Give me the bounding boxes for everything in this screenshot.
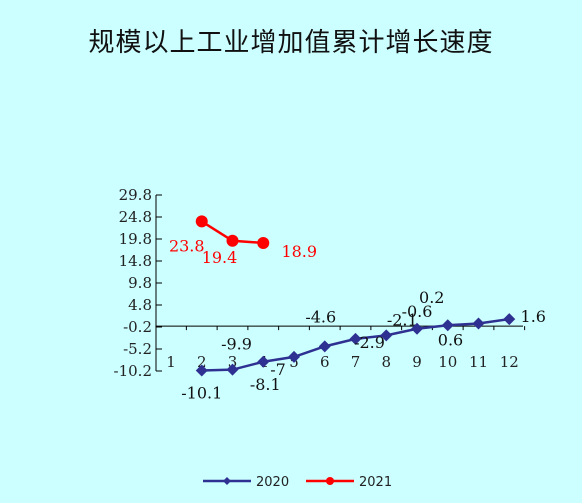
y-tick-label: -5.2: [123, 340, 152, 358]
y-tick-label: 9.8: [128, 274, 152, 292]
data-label: 0.6: [438, 330, 463, 349]
x-tick-label: 2: [197, 353, 207, 371]
data-point: [195, 215, 208, 228]
x-tick-label: 3: [228, 353, 238, 371]
legend-marker-2020: [223, 477, 231, 485]
data-label: 19.4: [202, 248, 238, 267]
data-label: -10.1: [181, 384, 222, 403]
data-point: [226, 363, 239, 376]
x-tick-label: 1: [166, 353, 176, 371]
y-tick-label: 19.8: [119, 230, 152, 248]
data-point: [288, 350, 300, 363]
data-point: [257, 355, 270, 368]
chart-title: 规模以上工业增加值累计增长速度: [88, 28, 494, 58]
data-label: 0.2: [419, 288, 444, 307]
data-label: 18.9: [281, 242, 317, 261]
data-point: [472, 317, 485, 330]
data-label: -4.6: [305, 307, 336, 326]
y-tick-label: 29.8: [119, 186, 152, 204]
legend-marker-2021: [326, 477, 334, 485]
data-point: [318, 340, 331, 353]
data-label: -2.9: [354, 333, 385, 352]
y-tick-label: 24.8: [119, 208, 152, 226]
data-point: [411, 322, 423, 335]
x-tick-label: 7: [351, 353, 361, 371]
x-tick-label: 10: [438, 353, 457, 371]
data-point: [503, 313, 516, 326]
data-point: [349, 332, 362, 345]
data-point: [195, 364, 208, 377]
x-tick-label: 9: [412, 353, 422, 371]
data-point: [380, 329, 393, 342]
data-point: [226, 234, 239, 247]
data-label: -7: [270, 360, 286, 379]
data-label: 1.6: [521, 307, 546, 326]
x-tick-label: 12: [500, 353, 519, 371]
data-point: [441, 319, 454, 332]
legend-label-2020: 2020: [256, 475, 289, 490]
x-tick-label: 8: [381, 353, 391, 371]
data-point: [257, 236, 270, 249]
y-tick-label: 4.8: [128, 296, 152, 314]
y-tick-label: -10.2: [114, 362, 152, 380]
data-label: 23.8: [169, 236, 205, 255]
x-tick-label: 11: [469, 353, 488, 371]
x-tick-label: 6: [320, 353, 330, 371]
data-label: -9.9: [221, 335, 252, 354]
y-tick-label: 14.8: [119, 252, 152, 270]
legend-label-2021: 2021: [359, 475, 392, 490]
data-label: -0.6: [402, 302, 433, 321]
data-label: -8.1: [250, 375, 281, 394]
data-label: -2.1: [387, 310, 418, 329]
y-tick-label: -0.2: [123, 318, 152, 336]
